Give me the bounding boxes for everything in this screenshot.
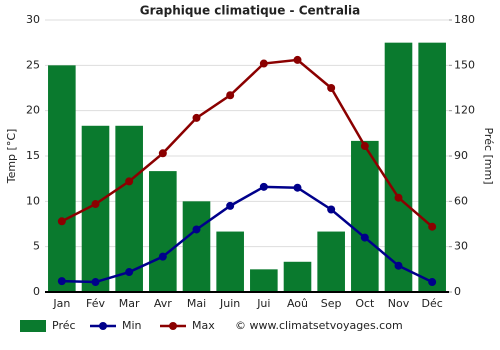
line <box>61 58 433 228</box>
point <box>158 149 167 158</box>
y-tick-label: 10 <box>26 194 40 207</box>
y-tick-label: 25 <box>26 58 40 71</box>
point <box>428 278 437 287</box>
point <box>192 225 201 234</box>
point <box>293 183 302 192</box>
y2-tick-label: 90 <box>454 149 468 162</box>
point <box>158 252 167 261</box>
legend-swatch <box>20 320 46 332</box>
point <box>226 201 235 210</box>
chart-title: Graphique climatique - Centralia <box>140 4 361 18</box>
point <box>91 278 100 287</box>
bar <box>418 42 446 292</box>
legend-swatch <box>99 322 107 330</box>
legend-label: Max <box>192 319 215 332</box>
x-tick-label: Fév <box>86 297 105 310</box>
bar <box>115 125 143 293</box>
y-tick-label: 30 <box>26 13 40 26</box>
y-tick-label: 15 <box>26 149 40 162</box>
point <box>57 217 66 226</box>
x-tick-label: Mar <box>119 297 140 310</box>
bar <box>351 140 379 292</box>
y2-tick-label: 180 <box>454 13 475 26</box>
point <box>226 91 235 100</box>
bar <box>149 171 177 292</box>
point <box>57 277 66 286</box>
x-tick-label: Jan <box>52 297 70 310</box>
point <box>293 55 302 64</box>
y2-tick-label: 30 <box>454 240 468 253</box>
bar <box>384 42 413 292</box>
line <box>61 185 433 284</box>
x-tick-label: Nov <box>388 297 410 310</box>
bar <box>48 65 76 292</box>
point <box>394 193 403 202</box>
x-tick-label: Mai <box>187 297 206 310</box>
legend-label: Min <box>122 319 142 332</box>
y2-tick-label: 120 <box>454 104 475 117</box>
point <box>428 222 437 231</box>
y-axis-label: Temp [°C] <box>5 129 18 185</box>
y-tick-label: 5 <box>33 240 40 253</box>
legend-swatch <box>169 322 177 330</box>
y2-tick-label: 150 <box>454 58 475 71</box>
y2-tick-label: 0 <box>454 285 461 298</box>
point <box>360 142 369 151</box>
legend-label: Préc <box>52 319 76 332</box>
x-tick-label: Aoû <box>287 297 308 310</box>
x-tick-label: Sep <box>321 297 342 310</box>
y-tick-label: 20 <box>26 104 40 117</box>
point <box>91 200 100 209</box>
x-tick-label: Juin <box>219 297 240 310</box>
bar <box>317 231 345 292</box>
point <box>327 84 336 92</box>
bar <box>182 201 211 292</box>
point <box>394 261 403 270</box>
bar <box>250 269 278 292</box>
x-tick-label: Déc <box>422 297 443 310</box>
point <box>327 205 336 214</box>
bar <box>216 231 244 292</box>
point <box>360 233 369 242</box>
x-tick-label: Oct <box>355 297 375 310</box>
point <box>125 177 134 186</box>
source: © www.climatsetvoyages.com <box>235 319 403 332</box>
x-tick-label: Jui <box>256 297 270 310</box>
y2-axis-label: Préc [mm] <box>482 127 495 184</box>
y-tick-label: 0 <box>33 285 40 298</box>
point <box>192 113 201 122</box>
y2-tick-label: 60 <box>454 194 468 207</box>
bar <box>283 261 312 292</box>
point <box>125 268 134 277</box>
x-tick-label: Avr <box>154 297 172 310</box>
point <box>259 182 268 191</box>
point <box>259 59 268 68</box>
